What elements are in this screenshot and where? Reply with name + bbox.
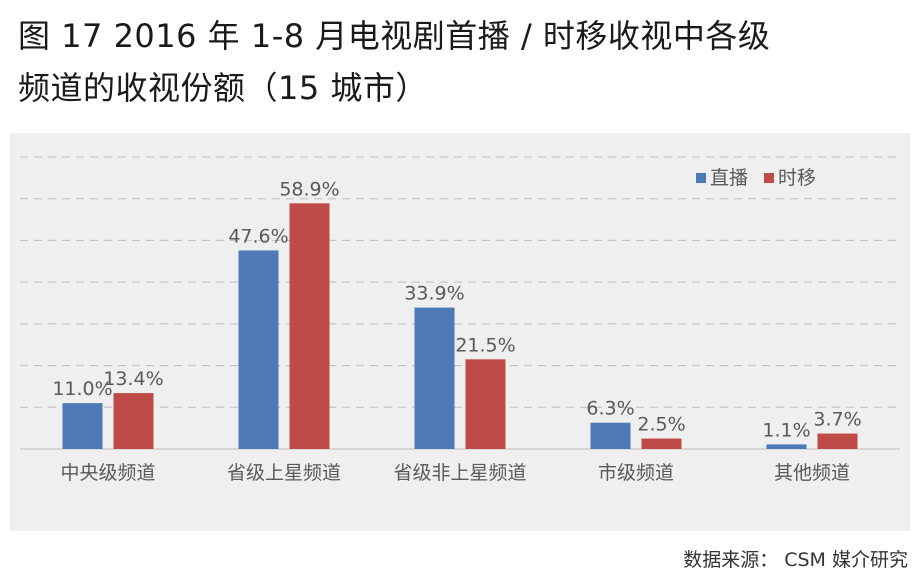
chart-title: 图 17 2016 年 1-8 月电视剧首播 / 时移收视中各级 频道的收视份额…: [18, 10, 908, 114]
data-label: 1.1%: [762, 419, 810, 441]
source-note: 数据来源： CSM 媒介研究: [683, 549, 908, 571]
chart-title-line-2: 频道的收视份额（15 城市）: [18, 69, 428, 107]
legend-swatch-direct: [696, 173, 706, 183]
category-label: 省级上星频道: [227, 462, 341, 484]
data-label: 47.6%: [228, 225, 288, 247]
legend-label: 直播: [710, 167, 748, 189]
bar-timeshift: [817, 433, 858, 449]
category-label: 市级频道: [598, 462, 674, 484]
data-label: 13.4%: [103, 368, 163, 390]
bar-direct: [238, 250, 279, 449]
chart-panel: 11.0% 13.4% 中央级频道 47.6% 58.9% 省级上星频道 33.9% 21.5…: [10, 133, 910, 531]
data-label: 33.9%: [404, 283, 464, 305]
bar-chart: 11.0%13.4% 中央级频道 47.6% 58.9% 省级上星频道 33.9% 21.5…: [20, 156, 900, 484]
bar-direct: [414, 307, 455, 449]
data-label: 3.7%: [813, 409, 861, 431]
data-label: 21.5%: [455, 334, 515, 356]
bar-direct: [62, 403, 103, 449]
bar-timeshift: [113, 393, 154, 449]
bar-timeshift: [465, 359, 506, 449]
data-label: 11.0%: [52, 378, 112, 400]
data-label: 58.9%: [279, 178, 339, 200]
category-label: 省级非上星频道: [393, 462, 526, 484]
legend-swatch-timeshift: [764, 173, 774, 183]
data-label: 6.3%: [586, 398, 634, 420]
bar-timeshift: [289, 203, 330, 449]
bar-direct: [590, 422, 631, 449]
legend-label: 时移: [778, 167, 816, 189]
category-label: 中央级频道: [60, 462, 155, 484]
bar-direct: [766, 444, 807, 449]
chart-title-line-1: 图 17 2016 年 1-8 月电视剧首播 / 时移收视中各级: [18, 17, 771, 55]
data-label: 2.5%: [637, 414, 685, 436]
bar-timeshift: [641, 438, 682, 449]
category-label: 其他频道: [774, 462, 850, 484]
